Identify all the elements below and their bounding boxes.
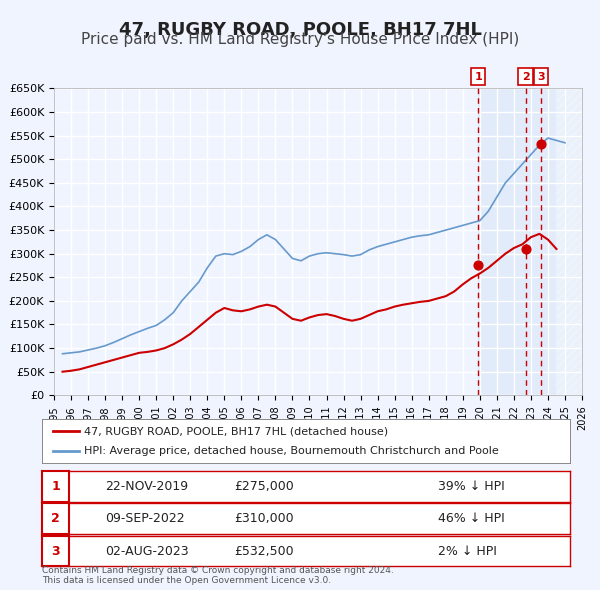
Text: £310,000: £310,000 [234,512,293,525]
Text: 1: 1 [51,480,60,493]
Text: 2: 2 [522,71,529,81]
Text: 1: 1 [474,71,482,81]
Bar [556,88,582,395]
Text: 02-AUG-2023: 02-AUG-2023 [106,545,189,558]
Text: 09-SEP-2022: 09-SEP-2022 [106,512,185,525]
Text: Contains HM Land Registry data © Crown copyright and database right 2024.
This d: Contains HM Land Registry data © Crown c… [42,566,394,585]
Text: 47, RUGBY ROAD, POOLE, BH17 7HL (detached house): 47, RUGBY ROAD, POOLE, BH17 7HL (detache… [84,427,388,436]
Point [536,139,545,149]
Text: HPI: Average price, detached house, Bournemouth Christchurch and Poole: HPI: Average price, detached house, Bour… [84,446,499,455]
Text: 39% ↓ HPI: 39% ↓ HPI [438,480,505,493]
Text: 2: 2 [51,512,60,525]
Point [473,261,483,270]
Point [521,244,530,254]
Text: 46% ↓ HPI: 46% ↓ HPI [438,512,505,525]
Text: 47, RUGBY ROAD, POOLE, BH17 7HL: 47, RUGBY ROAD, POOLE, BH17 7HL [119,21,481,39]
Text: 22-NOV-2019: 22-NOV-2019 [106,480,188,493]
Bar [478,88,582,395]
Text: 3: 3 [51,545,60,558]
Text: £275,000: £275,000 [234,480,293,493]
Text: 3: 3 [537,71,545,81]
Text: Price paid vs. HM Land Registry's House Price Index (HPI): Price paid vs. HM Land Registry's House … [81,32,519,47]
Text: £532,500: £532,500 [234,545,293,558]
Text: 2% ↓ HPI: 2% ↓ HPI [438,545,497,558]
